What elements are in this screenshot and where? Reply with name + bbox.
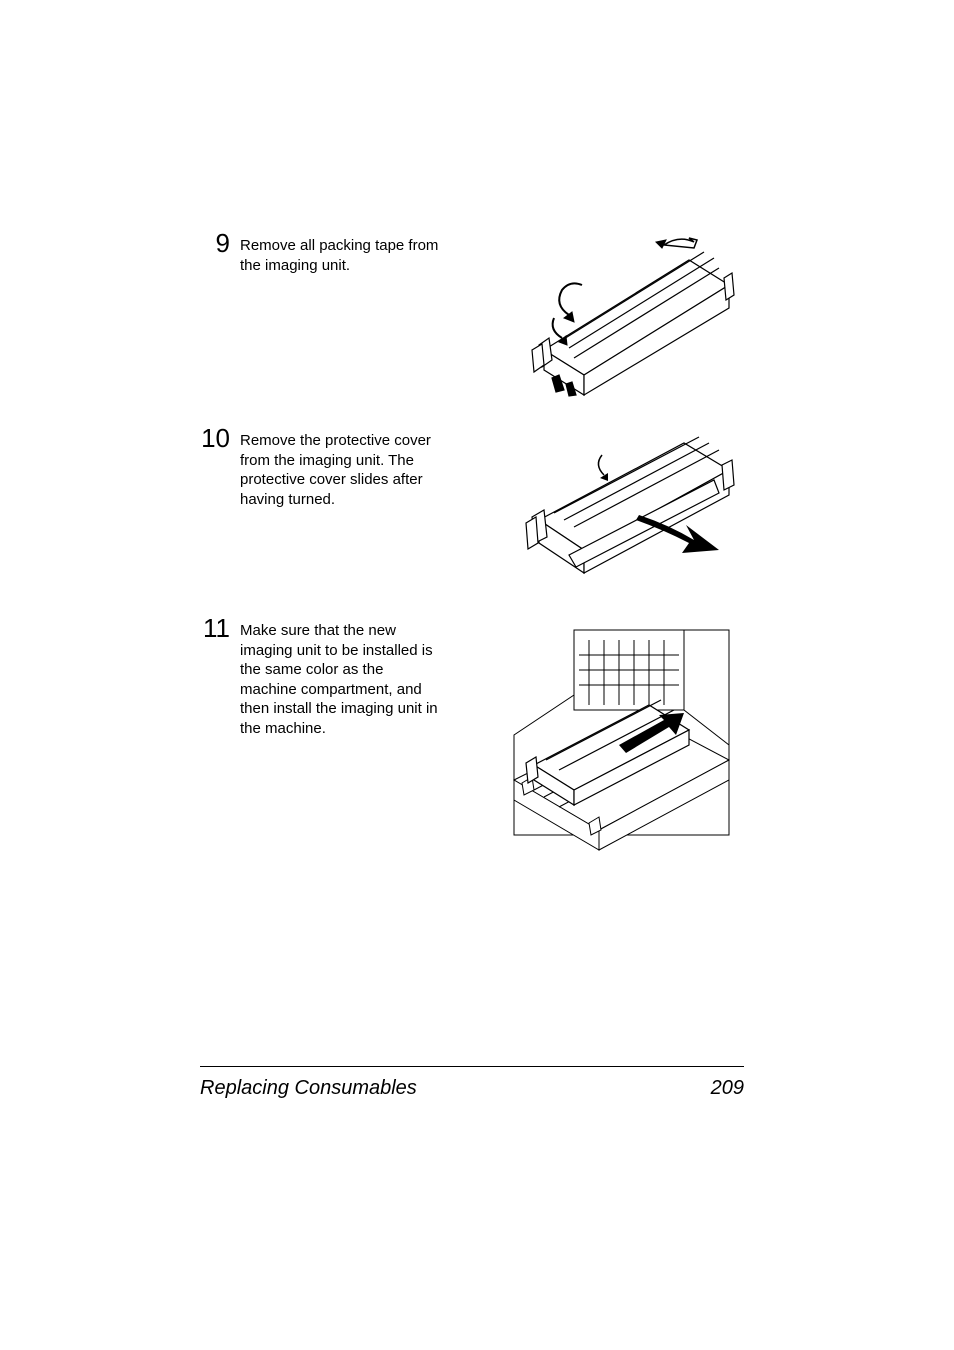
step-11: 11 Make sure that the new imaging unit t… (200, 615, 744, 860)
page-footer: Replacing Consumables 209 (200, 1066, 744, 1100)
step-10: 10 Remove the protective cover from the … (200, 425, 744, 580)
step-number: 10 (200, 425, 240, 451)
page-container: 9 Remove all packing tape from the imagi… (0, 0, 954, 1350)
step-number: 11 (200, 615, 240, 641)
footer-page-number: 209 (711, 1077, 744, 1100)
step-illustration (440, 230, 744, 405)
step-text: Remove all packing tape from the imaging… (240, 230, 440, 275)
step-text: Make sure that the new imaging unit to b… (240, 615, 440, 738)
footer-title: Replacing Consumables (200, 1077, 417, 1100)
step-number: 9 (200, 230, 240, 256)
machine-install-diagram (504, 615, 744, 860)
step-illustration (440, 425, 744, 580)
step-text: Remove the protective cover from the ima… (240, 425, 440, 509)
step-illustration (440, 615, 744, 860)
imaging-unit-tape-diagram (514, 230, 744, 405)
step-9: 9 Remove all packing tape from the imagi… (200, 230, 744, 405)
imaging-unit-cover-diagram (514, 425, 744, 580)
